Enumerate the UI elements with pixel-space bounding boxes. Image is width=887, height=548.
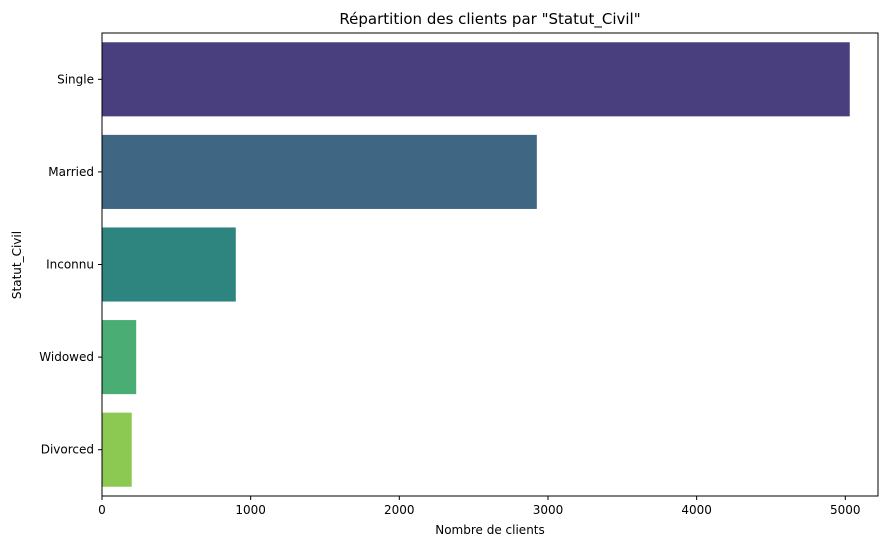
bar-inconnu (102, 227, 236, 302)
x-tick-label: 2000 (384, 503, 415, 517)
y-tick-label: Inconnu (46, 258, 94, 272)
x-axis-label: Nombre de clients (435, 523, 545, 537)
y-tick-label: Married (48, 165, 94, 179)
bars-group (102, 42, 850, 487)
y-ticks-group: Single Married Inconnu Widowed Divorced (39, 72, 102, 457)
y-axis-label: Statut_Civil (10, 231, 24, 299)
x-ticks-group: 0 1000 2000 3000 4000 5000 (98, 496, 861, 517)
x-tick-label: 3000 (533, 503, 564, 517)
y-tick-label: Widowed (39, 350, 94, 364)
bar-widowed (102, 320, 137, 395)
x-tick-label: 4000 (681, 503, 712, 517)
bar-divorced (102, 412, 132, 487)
x-tick-label: 0 (98, 503, 106, 517)
x-tick-label: 1000 (235, 503, 266, 517)
plot-frame (101, 32, 879, 497)
bar-single (102, 42, 850, 117)
y-tick-label: Single (57, 72, 94, 86)
x-tick-label: 5000 (830, 503, 861, 517)
y-tick-label: Divorced (41, 443, 94, 457)
bar-married (102, 134, 537, 209)
chart-title: Répartition des clients par "Statut_Civi… (339, 10, 640, 29)
